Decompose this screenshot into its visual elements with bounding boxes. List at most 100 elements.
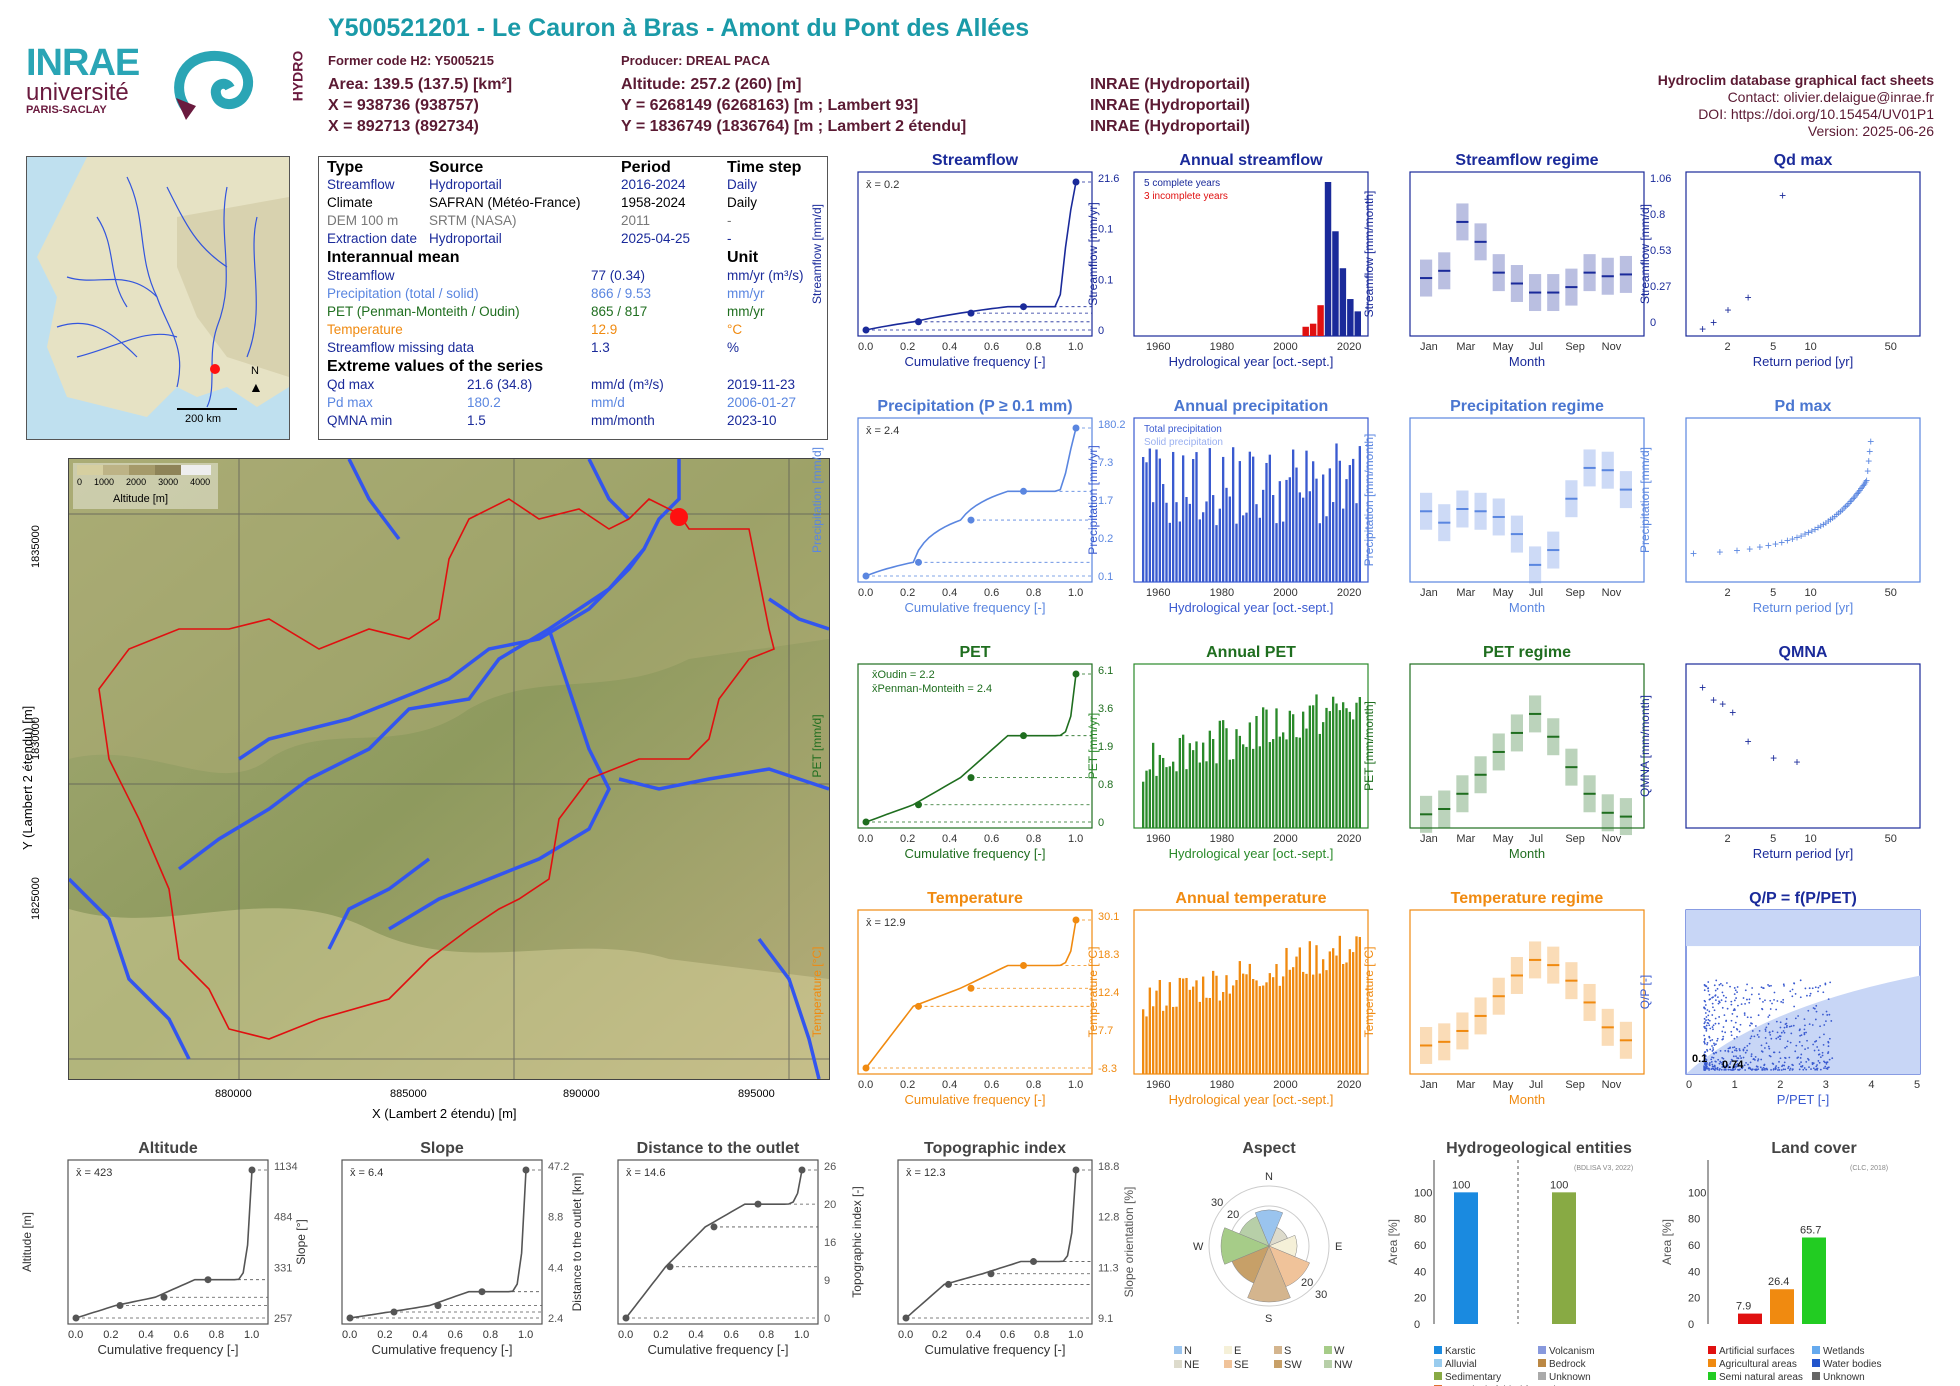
qp-point — [1733, 1066, 1736, 1068]
qp-point — [1703, 1069, 1706, 1071]
qp-point — [1717, 1022, 1720, 1025]
qp-point — [1789, 1067, 1792, 1070]
qp-point — [1705, 1024, 1708, 1027]
qd_max-xtick: 2 — [1724, 341, 1730, 353]
precip_fdc-curve — [865, 427, 1077, 577]
aspect-tick: 20 — [1301, 1277, 1313, 1289]
qp-point — [1736, 1035, 1738, 1038]
streamflow_regime-plot: Jan Mar May Jul Sep Nov 1.06 0.8 0.53 0.27 0 — [1409, 171, 1671, 353]
cell: mm/yr — [727, 304, 765, 319]
hydro-text: HYDRO — [289, 50, 306, 102]
distance_cdf-right-tick: 20 — [824, 1199, 836, 1211]
qp-point — [1748, 1067, 1750, 1070]
qp-point — [1708, 1036, 1711, 1039]
qp-point — [1754, 1025, 1757, 1027]
annual_precip-xtick: 1980 — [1210, 587, 1234, 599]
slope_cdf-ylabel: Slope [°] — [294, 1219, 308, 1265]
pd_max-point: + — [1798, 529, 1805, 543]
distance_cdf-xtick: 0.2 — [653, 1329, 668, 1341]
distance_cdf-xtick: 0.6 — [724, 1329, 739, 1341]
qp-point — [1815, 1065, 1818, 1068]
qp-point — [1762, 1066, 1765, 1069]
annual_pet-bar — [1338, 710, 1341, 828]
annual_pet-bar — [1342, 702, 1345, 828]
streamflow_fdc-frame — [857, 171, 1093, 337]
aspect-legend-swatch — [1324, 1360, 1332, 1368]
annual_pet-bar — [1298, 737, 1301, 828]
pd_max-point: + — [1778, 535, 1785, 549]
pd_max-point: + — [1848, 493, 1855, 507]
qp-point — [1753, 1035, 1756, 1038]
temp_fdc-xtick: 1.0 — [1068, 1079, 1083, 1091]
qp-point — [1737, 1004, 1739, 1007]
qp-point — [1703, 1025, 1706, 1028]
distance_cdf-xtick: 0.4 — [688, 1329, 703, 1341]
topo_cdf-svg: 18.8 12.8 11.3 9.1 0.0 0.2 0.4 0.6 0.8 1.0 x̄ = 12… — [897, 1159, 1119, 1341]
cell: 866 / 9.53 — [591, 286, 652, 301]
qp-point — [1750, 1035, 1753, 1038]
qp-point — [1737, 1063, 1740, 1066]
qp_ppet-plot: 0.1 0.74 0 1 2 3 4 5 — [1685, 909, 1921, 1091]
qp-point — [1804, 1024, 1806, 1027]
annual_pet-bar — [1235, 729, 1238, 828]
pd_max-point: + — [1825, 514, 1832, 528]
qp-point — [1715, 1060, 1717, 1063]
page-title: Y500521201 - Le Cauron à Bras - Amont du… — [328, 14, 1030, 42]
streamflow_regime-right-tick: 0 — [1650, 317, 1656, 329]
qp-point — [1742, 997, 1745, 999]
qp-point — [1731, 1067, 1734, 1070]
qp-point — [1775, 1008, 1778, 1011]
qp-point — [1798, 1063, 1801, 1065]
annual_precip-bar — [1165, 502, 1168, 582]
pd_max-svg: + + + + + + + +++++++++++++++++++++++++++++++++… — [1685, 417, 1921, 599]
qp-point — [1703, 1040, 1706, 1043]
qp-point — [1800, 1065, 1802, 1068]
pd_max-point: + — [1812, 522, 1819, 536]
aspect-legend-swatch — [1324, 1346, 1332, 1354]
qp-point — [1783, 984, 1785, 987]
land_cover-bar-label: 26.4 — [1768, 1276, 1789, 1288]
annual_pet-bar — [1358, 697, 1361, 828]
land_cover-ylabel: Area [%] — [1660, 1218, 1674, 1266]
qp-point — [1790, 1032, 1793, 1035]
cell: Qd max — [327, 377, 375, 392]
qp-point — [1816, 1064, 1818, 1066]
annual_precip-bar — [1248, 451, 1251, 582]
pet_fdc-right-tick: 6.1 — [1098, 665, 1113, 677]
pet_fdc-right-tick: 3.6 — [1098, 703, 1113, 715]
annual_pet-bar — [1245, 746, 1248, 828]
legend-tick: 4000 — [190, 477, 211, 487]
qp-point — [1827, 1052, 1829, 1055]
qp-point — [1794, 1017, 1797, 1020]
annual_precip-bar — [1355, 503, 1358, 582]
qp-point — [1739, 1023, 1742, 1026]
qmna-point: + — [1770, 751, 1777, 765]
precip_fdc-xlabel: Cumulative frequency [-] — [904, 600, 1046, 615]
qp-point — [1765, 1042, 1768, 1045]
qp-point — [1707, 1014, 1710, 1017]
precip_fdc-title: Precipitation (P ≥ 0.1 mm) — [877, 398, 1073, 415]
annual_temp-bar — [1205, 997, 1208, 1074]
qp-point — [1817, 986, 1820, 989]
qp-point — [1760, 1044, 1763, 1047]
pd_max-point: + — [1852, 488, 1859, 502]
qp-point — [1799, 1034, 1801, 1037]
qmna-point: + — [1719, 697, 1726, 711]
annual_temp-bar — [1228, 993, 1231, 1074]
qp-point — [1736, 1057, 1739, 1059]
info-table: Type Source Period Time step Streamflow … — [318, 156, 828, 440]
cell: °C — [727, 322, 743, 337]
map-xtick: 890000 — [563, 1088, 600, 1100]
aspect-legend-swatch — [1174, 1360, 1182, 1368]
slope_cdf-xtick: 0.2 — [377, 1329, 392, 1341]
pd_max-point: + — [1860, 478, 1867, 492]
qp-point — [1750, 1016, 1752, 1019]
annual_temp-bar — [1332, 948, 1335, 1074]
qp-point — [1764, 999, 1766, 1002]
slope_cdf-right-tick: 8.8 — [548, 1212, 563, 1224]
annual_temp-plot: 1960 1980 2000 2020 — [1133, 909, 1369, 1091]
fact-sheet-title: Hydroclim database graphical fact sheets — [1657, 72, 1934, 88]
annual_temp-bar — [1255, 980, 1258, 1074]
land_cover-legend-swatch — [1708, 1372, 1716, 1380]
cell: SAFRAN (Météo-France) — [429, 195, 581, 210]
